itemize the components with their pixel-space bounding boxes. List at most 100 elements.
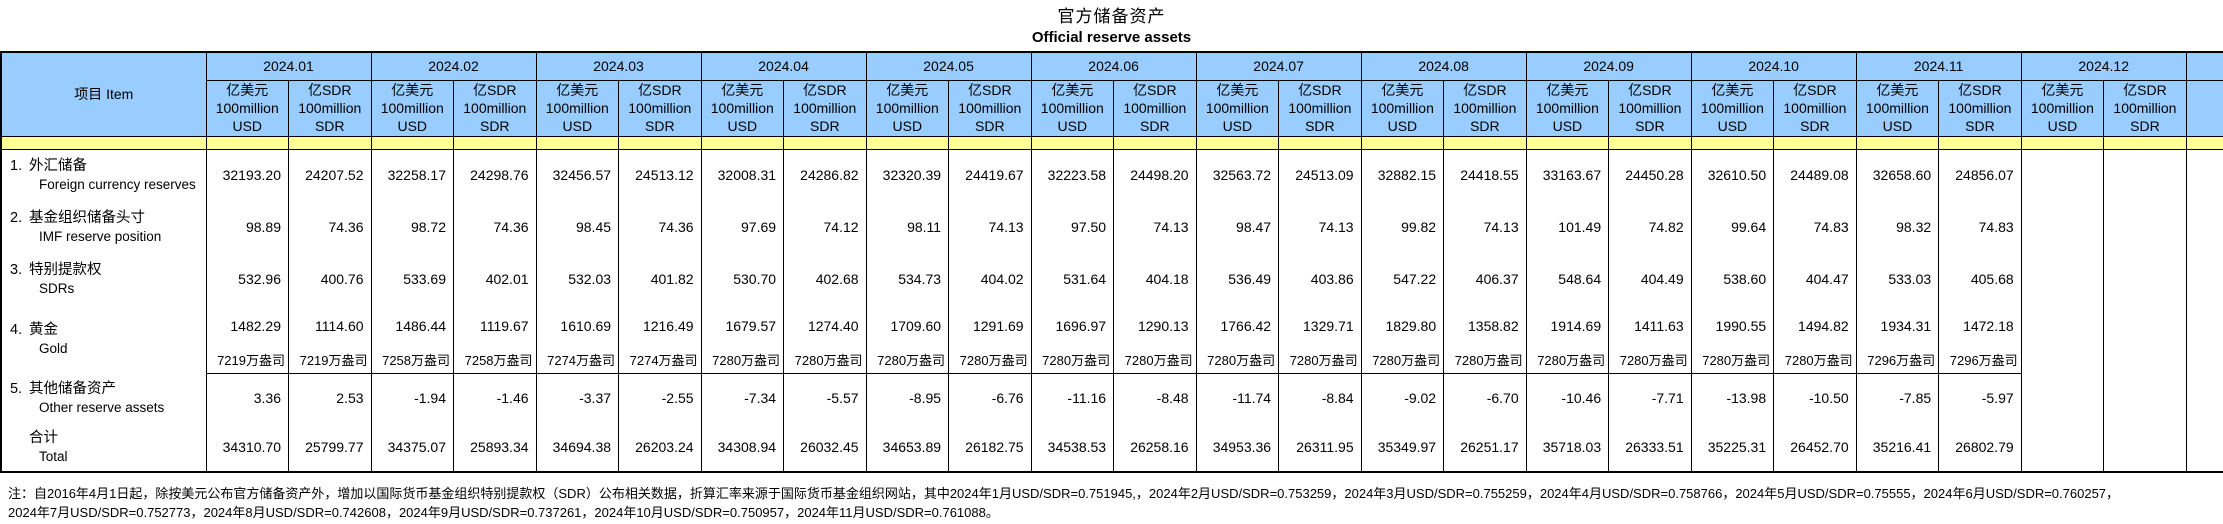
total-value-cell: 26251.17 xyxy=(1443,423,1527,472)
gold-ounces-cell xyxy=(2020,347,2104,373)
gold-ounces-cell: 7274万盎司 xyxy=(618,347,702,374)
value-cell: 32563.72 xyxy=(1195,149,1279,201)
spacer-cell xyxy=(1773,136,1857,150)
gold-ounces-cell: 7280万盎司 xyxy=(1195,347,1279,374)
gold-ounces-cell: 7274万盎司 xyxy=(535,347,619,374)
spacer-cell xyxy=(370,136,454,150)
value-cell: 74.36 xyxy=(288,201,372,253)
item-label-zh: 1. 外汇储备 xyxy=(2,157,206,176)
total-value-cell: 35349.97 xyxy=(1360,423,1444,472)
sdr-unit-header-cell: 亿SDR 100million SDR xyxy=(1938,79,2022,137)
usd-unit-header-cell: 亿美元 100million USD xyxy=(205,79,289,137)
value-cell: -8.84 xyxy=(1278,373,1362,423)
month-header-cell: 2024.11 xyxy=(1855,51,2022,81)
total-row: 合计 Total 34310.70 25799.77 34375.07 25893.34 3… xyxy=(0,423,2223,472)
value-cell: -10.46 xyxy=(1525,373,1609,423)
item-label-zh: 3. 特别提款权 xyxy=(2,261,206,280)
item-label-cell: 合计 Total xyxy=(0,423,206,472)
gold-ounces-cell: 7280万盎司 xyxy=(1690,347,1774,374)
spacer-cell xyxy=(948,136,1032,150)
total-value-cell: 34653.89 xyxy=(865,423,949,472)
month-header-cell: 2024.08 xyxy=(1360,51,1527,81)
month-header-cell: 2024.03 xyxy=(535,51,702,81)
month-header-cell: 2024.05 xyxy=(865,51,1032,81)
value-cell: -6.76 xyxy=(948,373,1032,423)
gold-ounces-cell xyxy=(2103,347,2187,373)
partial-column-cell xyxy=(2185,305,2223,373)
value-cell xyxy=(2103,305,2187,347)
item-name-en: IMF reserve position xyxy=(39,228,162,244)
spacer-cell xyxy=(1030,136,1114,150)
value-cell: 1610.69 xyxy=(535,305,619,347)
total-value-cell: 25893.34 xyxy=(453,423,537,472)
value-cell: 98.11 xyxy=(865,201,949,253)
value-cell: 1766.42 xyxy=(1195,305,1279,347)
value-cell: 1114.60 xyxy=(288,305,372,347)
total-value-cell: 34953.36 xyxy=(1195,423,1279,472)
item-column-header: 项目 Item xyxy=(0,51,207,137)
value-cell: -10.50 xyxy=(1773,373,1857,423)
value-cell: 24856.07 xyxy=(1938,149,2022,201)
value-cell: 99.82 xyxy=(1360,201,1444,253)
value-cell: 1358.82 xyxy=(1443,305,1527,347)
spacer-cell xyxy=(1855,136,1939,150)
total-value-cell: 34375.07 xyxy=(370,423,454,472)
item-label-zh: 4. 黄金 xyxy=(2,321,206,340)
total-value-cell: 26802.79 xyxy=(1938,423,2022,472)
sdr-unit-header-cell: 亿SDR 100million SDR xyxy=(288,79,372,137)
value-cell: 24489.08 xyxy=(1773,149,1857,201)
spacer-cell xyxy=(1278,136,1362,150)
item-number: 5. xyxy=(10,380,23,397)
table-row: 5. 其他储备资产 Other reserve assets 3.36 2.53 -1.9… xyxy=(0,373,2223,423)
sdr-unit-header-cell: 亿SDR 100million SDR xyxy=(1278,79,1362,137)
value-cell: 532.96 xyxy=(205,253,289,305)
value-cell: 32610.50 xyxy=(1690,149,1774,201)
value-cell: 97.50 xyxy=(1030,201,1114,253)
value-cell: 531.64 xyxy=(1030,253,1114,305)
value-cell: 24513.12 xyxy=(618,149,702,201)
usd-unit-header-cell: 亿美元 100million USD xyxy=(1855,79,1940,137)
gold-ounces-cell: 7258万盎司 xyxy=(453,347,537,374)
footnote-line-1: 注：自2016年4月1日起，除按美元公布官方储备资产外，增加以国际货币基金组织特… xyxy=(8,486,2120,501)
gold-ounces-row: 7219万盎司 7219万盎司 7258万盎司 7258万盎司 7274万盎司 7274万… xyxy=(1,347,2223,374)
item-name-zh: 特别提款权 xyxy=(29,261,102,278)
value-cell: 74.83 xyxy=(1773,201,1857,253)
table-row: 2. 基金组织储备头寸 IMF reserve position 98.89 74.36… xyxy=(0,201,2223,253)
month-header-cell: 2024.10 xyxy=(1690,51,1857,81)
item-label-zh: 5. 其他储备资产 xyxy=(2,380,206,399)
gold-ounces-cell: 7280万盎司 xyxy=(1360,347,1444,374)
total-value-cell: 34694.38 xyxy=(535,423,619,472)
value-cell: 24418.55 xyxy=(1443,149,1527,201)
item-label-cell: 3. 特别提款权 SDRs xyxy=(0,253,206,305)
partial-column-unit-header xyxy=(2185,79,2223,137)
spacer-cell xyxy=(0,136,206,150)
table-row: 4. 黄金 Gold 1482.29 1114.60 1486.44 1119.67 1610… xyxy=(0,305,2223,373)
value-cell: -7.71 xyxy=(1608,373,1692,423)
spacer-cell xyxy=(1608,136,1692,150)
value-cell: -1.94 xyxy=(370,373,454,423)
value-cell: 32193.20 xyxy=(205,149,289,201)
sdr-unit-header-cell: 亿SDR 100million SDR xyxy=(948,79,1032,137)
value-cell: 98.45 xyxy=(535,201,619,253)
gold-ounces-cell: 7280万盎司 xyxy=(783,347,867,374)
value-cell: 97.69 xyxy=(700,201,784,253)
value-cell: 1679.57 xyxy=(700,305,784,347)
value-cell: -2.55 xyxy=(618,373,702,423)
value-cell: 74.36 xyxy=(618,201,702,253)
spacer-cell xyxy=(535,136,619,150)
value-cell: 533.69 xyxy=(370,253,454,305)
sdr-unit-header-cell: 亿SDR 100million SDR xyxy=(1608,79,1692,137)
total-value-cell xyxy=(2020,423,2104,472)
value-cell: 98.32 xyxy=(1855,201,1939,253)
value-cell: 32320.39 xyxy=(865,149,949,201)
usd-unit-header-cell: 亿美元 100million USD xyxy=(1525,79,1610,137)
item-name-en: Gold xyxy=(39,340,68,356)
value-cell: 538.60 xyxy=(1690,253,1774,305)
value-cell: 1290.13 xyxy=(1113,305,1197,347)
gold-ounces-cell: 7280万盎司 xyxy=(1443,347,1527,374)
spacer-cell xyxy=(1443,136,1527,150)
total-value-cell: 26258.16 xyxy=(1113,423,1197,472)
value-cell: 536.49 xyxy=(1195,253,1279,305)
sdr-unit-header-cell: 亿SDR 100million SDR xyxy=(1773,79,1857,137)
value-cell: 74.36 xyxy=(453,201,537,253)
